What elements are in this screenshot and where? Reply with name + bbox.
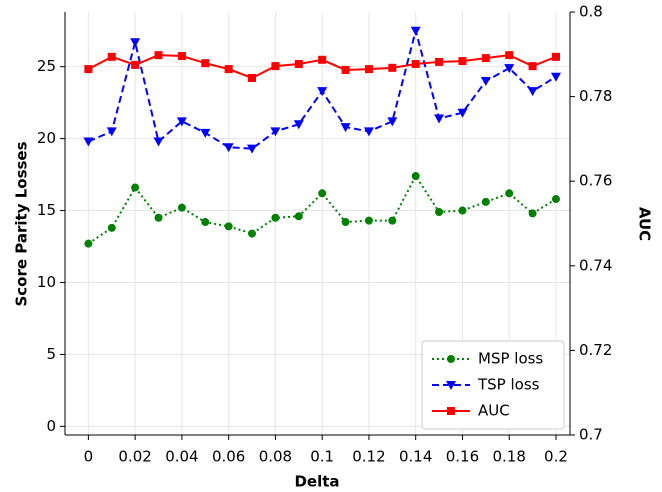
marker xyxy=(293,120,304,130)
y2-tick-label: 0.72 xyxy=(579,341,612,359)
marker xyxy=(435,207,444,216)
marker xyxy=(505,189,514,198)
marker xyxy=(224,222,233,231)
x-tick-label: 0.04 xyxy=(165,448,198,466)
marker xyxy=(271,213,280,222)
marker xyxy=(435,57,444,66)
marker xyxy=(224,65,233,74)
x-tick-label: 0.12 xyxy=(352,448,385,466)
legend-marker xyxy=(446,381,456,390)
marker xyxy=(107,223,116,232)
marker xyxy=(317,87,328,97)
marker xyxy=(201,218,210,227)
marker xyxy=(248,73,257,82)
marker xyxy=(388,216,397,225)
marker xyxy=(294,212,303,221)
y-tick-label: 10 xyxy=(37,273,56,291)
marker xyxy=(106,127,117,137)
marker xyxy=(458,57,467,66)
y-axis-label: Score Parity Losses xyxy=(13,141,31,306)
marker xyxy=(434,114,445,124)
marker xyxy=(527,87,538,97)
marker xyxy=(177,51,186,60)
marker xyxy=(363,127,374,137)
marker xyxy=(457,108,468,118)
marker xyxy=(551,195,560,204)
marker xyxy=(411,172,420,181)
marker xyxy=(84,65,93,74)
marker xyxy=(318,189,327,198)
marker xyxy=(247,144,258,154)
x-tick-label: 0.16 xyxy=(446,448,479,466)
marker xyxy=(364,65,373,74)
x-tick-label: 0 xyxy=(84,448,94,466)
marker xyxy=(177,203,186,212)
marker xyxy=(294,60,303,69)
marker xyxy=(107,52,116,61)
marker xyxy=(248,229,257,238)
marker xyxy=(528,62,537,71)
marker xyxy=(410,26,421,36)
marker xyxy=(270,127,281,137)
marker xyxy=(364,216,373,225)
marker xyxy=(200,128,211,138)
marker xyxy=(340,123,351,133)
legend-marker xyxy=(447,407,455,415)
marker xyxy=(201,59,210,68)
x-tick-label: 0.2 xyxy=(544,448,568,466)
marker xyxy=(481,54,490,63)
marker xyxy=(550,72,561,82)
x-tick-label: 0.02 xyxy=(118,448,151,466)
x-axis-label: Delta xyxy=(294,473,339,491)
series-line xyxy=(87,174,557,245)
marker xyxy=(341,218,350,227)
x-tick-label: 0.14 xyxy=(399,448,432,466)
marker xyxy=(83,137,94,147)
marker xyxy=(388,63,397,72)
y2-tick-label: 0.8 xyxy=(579,3,603,21)
y-tick-label: 5 xyxy=(46,345,56,363)
marker xyxy=(505,51,514,60)
legend-label: AUC xyxy=(478,402,510,420)
marker xyxy=(271,62,280,71)
y2-tick-label: 0.78 xyxy=(579,87,612,105)
marker xyxy=(131,60,140,69)
legend-label: TSP loss xyxy=(477,376,540,394)
marker xyxy=(154,51,163,60)
marker xyxy=(318,55,327,64)
marker xyxy=(341,65,350,74)
marker xyxy=(458,206,467,215)
marker xyxy=(131,183,140,192)
y2-tick-label: 0.7 xyxy=(579,426,603,444)
x-tick-label: 0.18 xyxy=(493,448,526,466)
y-tick-label: 15 xyxy=(37,201,56,219)
marker xyxy=(153,137,164,147)
marker xyxy=(551,52,560,61)
marker xyxy=(411,60,420,69)
y2-axis-label: AUC xyxy=(636,207,654,241)
x-tick-label: 0.1 xyxy=(310,448,334,466)
marker xyxy=(84,239,93,248)
marker xyxy=(223,143,234,153)
y-tick-label: 20 xyxy=(37,129,56,147)
legend-marker xyxy=(447,355,455,363)
marker xyxy=(528,209,537,218)
marker xyxy=(481,197,490,206)
y-tick-label: 25 xyxy=(37,57,56,75)
legend-box xyxy=(421,340,565,430)
marker xyxy=(154,213,163,222)
y-tick-label: 0 xyxy=(46,417,56,435)
y2-tick-label: 0.74 xyxy=(579,256,612,274)
marker xyxy=(480,77,491,87)
marker xyxy=(130,38,141,48)
legend-label: MSP loss xyxy=(478,350,543,368)
x-tick-label: 0.08 xyxy=(259,448,292,466)
y2-tick-label: 0.76 xyxy=(579,172,612,190)
marker xyxy=(504,64,515,74)
x-tick-label: 0.06 xyxy=(212,448,245,466)
marker xyxy=(176,117,187,127)
marker xyxy=(387,117,398,127)
